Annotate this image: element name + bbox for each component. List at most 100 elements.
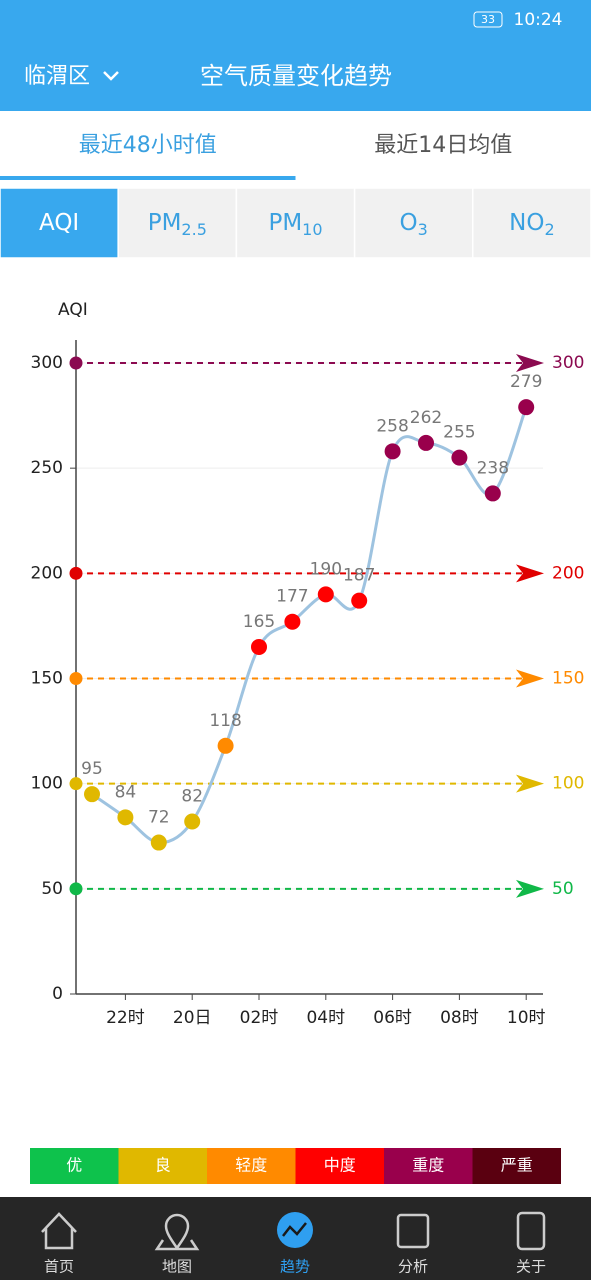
pollutant-tab[interactable]: NO2 — [509, 210, 555, 239]
data-point — [384, 443, 401, 460]
threshold-dot — [69, 777, 83, 791]
threshold-label: 300 — [552, 353, 584, 373]
y-tick-label: 100 — [31, 774, 63, 794]
x-tick-label: 04时 — [306, 1008, 345, 1028]
value-label: 238 — [477, 458, 509, 478]
value-label: 279 — [510, 372, 542, 392]
map-icon[interactable] — [154, 1213, 200, 1251]
legend-label: 重度 — [412, 1156, 444, 1175]
value-label: 255 — [443, 423, 475, 443]
value-label: 118 — [209, 711, 241, 731]
threshold-label: 200 — [552, 563, 584, 583]
y-axis-title: AQI — [58, 300, 88, 320]
nav-label[interactable]: 关于 — [516, 1258, 546, 1276]
pollutant-tab[interactable]: AQI — [39, 210, 79, 236]
x-tick-label: 10时 — [507, 1008, 546, 1028]
value-label: 187 — [343, 566, 375, 586]
threshold-dot — [69, 882, 83, 896]
value-label: 190 — [310, 559, 342, 579]
threshold-label: 100 — [552, 774, 584, 794]
data-point — [217, 737, 234, 754]
data-point — [251, 638, 267, 655]
data-point — [317, 586, 334, 603]
pollutant-name: NO — [509, 210, 544, 236]
pollutant-tab-bg[interactable] — [235, 187, 356, 259]
data-point — [184, 813, 201, 830]
y-tick-label: 200 — [31, 563, 63, 583]
legend-swatch — [207, 1148, 296, 1184]
legend-label: 良 — [155, 1156, 171, 1175]
trend-icon[interactable] — [282, 1222, 307, 1237]
y-tick-label: 250 — [31, 458, 63, 478]
dropdown-icon[interactable] — [103, 71, 119, 81]
threshold-label: 150 — [552, 669, 584, 689]
pollutant-subscript: 3 — [418, 220, 428, 239]
status-time: 10:24 — [514, 10, 563, 30]
threshold-dot — [69, 356, 83, 370]
x-tick-label: 02时 — [240, 1008, 279, 1028]
home-icon[interactable] — [41, 1212, 77, 1250]
legend-swatch — [118, 1148, 207, 1184]
legend-swatch — [384, 1148, 473, 1184]
pollutant-tab-bg[interactable] — [0, 187, 119, 259]
y-tick-label: 0 — [52, 984, 63, 1004]
pollutant-name: O — [400, 210, 418, 236]
threshold-arrow — [516, 564, 544, 583]
x-tick-label: 22时 — [106, 1008, 145, 1028]
value-label: 165 — [243, 612, 275, 632]
nav-label[interactable]: 首页 — [44, 1258, 74, 1276]
data-point — [351, 592, 368, 609]
nav-label[interactable]: 地图 — [162, 1258, 192, 1276]
data-point — [284, 613, 301, 630]
about-icon[interactable] — [516, 1211, 546, 1251]
pollutant-tab-bg[interactable] — [117, 187, 238, 259]
nav-label[interactable]: 趋势 — [280, 1258, 310, 1276]
value-label: 84 — [115, 782, 137, 802]
legend-label: 中度 — [324, 1156, 356, 1175]
y-tick-label: 50 — [41, 879, 63, 899]
analysis-icon[interactable] — [396, 1213, 430, 1249]
trend-icon-bg[interactable] — [277, 1212, 313, 1248]
x-tick-label: 08时 — [440, 1008, 479, 1028]
pollutant-tab-bg[interactable] — [353, 187, 474, 259]
nav-label[interactable]: 分析 — [398, 1258, 428, 1276]
value-label: 258 — [376, 416, 408, 436]
pollutant-name: PM — [148, 210, 182, 236]
data-point — [451, 449, 468, 466]
pollutant-tab[interactable]: PM2.5 — [148, 210, 207, 239]
nav-icons — [41, 1211, 546, 1251]
pollutant-name: PM — [268, 210, 302, 236]
legend-label: 严重 — [501, 1156, 533, 1175]
pollutant-tab-bg[interactable] — [472, 187, 591, 259]
data-point — [150, 834, 167, 851]
data-point — [117, 809, 134, 826]
y-tick-label: 150 — [31, 669, 63, 689]
value-label: 82 — [181, 787, 203, 807]
data-point — [484, 485, 501, 502]
data-point — [518, 399, 535, 416]
value-label: 177 — [276, 587, 308, 607]
pollutant-subscript: 2 — [544, 220, 554, 239]
page-title: 空气质量变化趋势 — [200, 62, 392, 90]
tab[interactable]: 最近48小时值 — [79, 133, 217, 158]
pollutant-name: AQI — [39, 210, 79, 236]
trend-line — [91, 406, 528, 845]
legend-swatch — [472, 1148, 561, 1184]
header-bg — [0, 0, 591, 111]
value-label: 262 — [410, 408, 442, 428]
tab[interactable]: 最近14日均值 — [374, 133, 512, 158]
tab-underline — [0, 176, 296, 180]
data-point — [84, 786, 100, 803]
legend-label: 优 — [66, 1156, 82, 1175]
location[interactable]: 临渭区 — [24, 64, 90, 89]
legend-label: 轻度 — [235, 1156, 267, 1175]
pollutant-tab[interactable]: PM10 — [268, 210, 322, 239]
pollutant-subscript: 2.5 — [181, 220, 206, 239]
threshold-arrow — [516, 879, 544, 898]
value-label: 95 — [81, 759, 103, 779]
threshold-arrow — [516, 354, 544, 372]
threshold-arrow — [516, 669, 544, 688]
pollutant-tab[interactable]: O3 — [400, 210, 428, 239]
